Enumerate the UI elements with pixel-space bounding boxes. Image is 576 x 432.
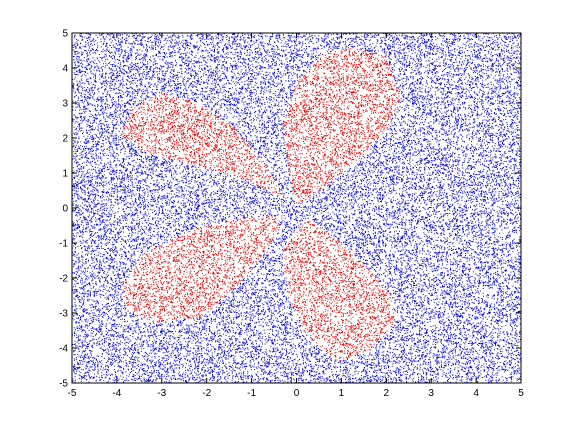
y-tick-label: -4 <box>59 344 68 355</box>
y-tick-label: -1 <box>59 239 68 250</box>
x-tick-label: 4 <box>473 388 479 399</box>
scatter-points <box>72 33 521 383</box>
series-petal-points <box>121 47 400 362</box>
x-tick-label: 5 <box>518 388 524 399</box>
y-tick-label: 5 <box>62 29 68 40</box>
x-tick-label: -1 <box>247 388 256 399</box>
series-outside-points <box>72 33 521 383</box>
y-tick-label: 4 <box>62 64 68 75</box>
y-tick-label: 2 <box>62 134 68 145</box>
y-tick-label: 3 <box>62 99 68 110</box>
y-tick-label: -2 <box>59 274 68 285</box>
x-tick-label: -5 <box>68 388 77 399</box>
x-tick-labels: -5 -4 -3 -2 -1 0 1 2 3 4 5 <box>68 388 525 399</box>
x-tick-label: 3 <box>428 388 434 399</box>
y-tick-label: -3 <box>59 309 68 320</box>
x-tick-label: -4 <box>112 388 121 399</box>
y-tick-label: -5 <box>59 379 68 390</box>
axis-ticks <box>71 32 522 384</box>
x-tick-label: 0 <box>294 388 300 399</box>
y-tick-labels: -5 -4 -3 -2 -1 0 1 2 3 4 5 <box>59 29 68 390</box>
x-tick-label: -3 <box>157 388 166 399</box>
y-tick-label: 0 <box>62 204 68 215</box>
x-tick-label: -2 <box>202 388 211 399</box>
y-tick-label: 1 <box>62 169 68 180</box>
x-tick-label: 1 <box>339 388 345 399</box>
x-tick-label: 2 <box>384 388 390 399</box>
